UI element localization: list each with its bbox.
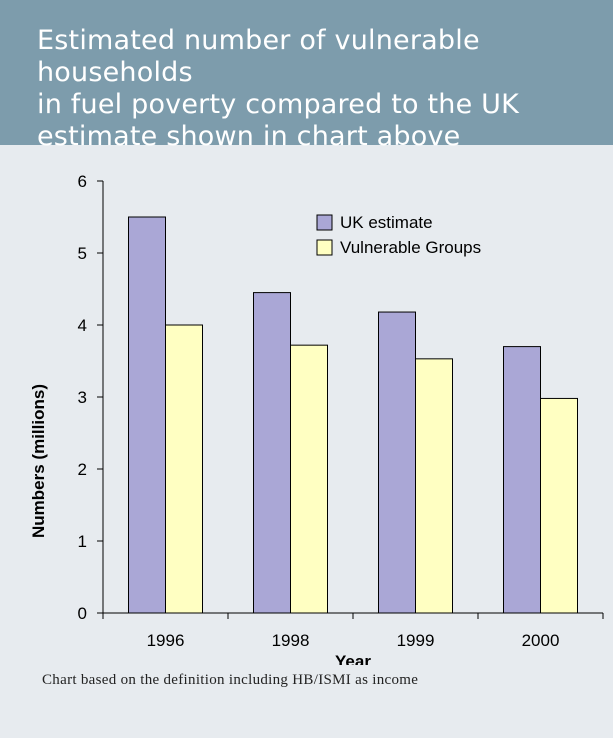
x-tick-label: 1996: [147, 631, 185, 650]
bar-vulnerable-groups: [166, 325, 203, 613]
chart-title-line: in fuel poverty compared to the UK: [37, 89, 597, 121]
title-banner: Estimated number of vulnerable household…: [0, 0, 613, 145]
legend-swatch: [317, 215, 332, 230]
x-tick-label: 1999: [397, 631, 435, 650]
bar-vulnerable-groups: [541, 398, 578, 613]
chart-title-line: Estimated number of vulnerable household…: [37, 25, 597, 89]
bar-vulnerable-groups: [291, 345, 328, 613]
y-tick-label: 1: [78, 532, 87, 551]
legend: UK estimate Vulnerable Groups: [317, 213, 481, 257]
x-tick-label: 1998: [272, 631, 310, 650]
bar-uk-estimate: [379, 312, 416, 613]
y-tick-label: 6: [78, 172, 87, 191]
bar-vulnerable-groups: [416, 359, 453, 613]
bar-uk-estimate: [504, 347, 541, 613]
bar-uk-estimate: [254, 293, 291, 613]
y-axis-label: Numbers (millions): [29, 384, 48, 538]
legend-label: UK estimate: [340, 213, 433, 232]
legend-swatch: [317, 240, 332, 255]
y-tick-label: 2: [78, 460, 87, 479]
x-axis-label: Year: [335, 652, 371, 665]
legend-label: Vulnerable Groups: [340, 238, 481, 257]
chart-title: Estimated number of vulnerable household…: [37, 25, 597, 153]
bar-uk-estimate: [129, 217, 166, 613]
y-tick-label: 0: [78, 604, 87, 623]
bar-chart: 0 1 2 3 4 5 6 1996 1998 1999 2000 Numbers (million…: [0, 145, 613, 665]
y-tick-label: 4: [78, 316, 87, 335]
x-tick-label: 2000: [522, 631, 560, 650]
y-tick-label: 3: [78, 388, 87, 407]
y-tick-label: 5: [78, 244, 87, 263]
chart-caption: Chart based on the definition including …: [42, 672, 602, 689]
